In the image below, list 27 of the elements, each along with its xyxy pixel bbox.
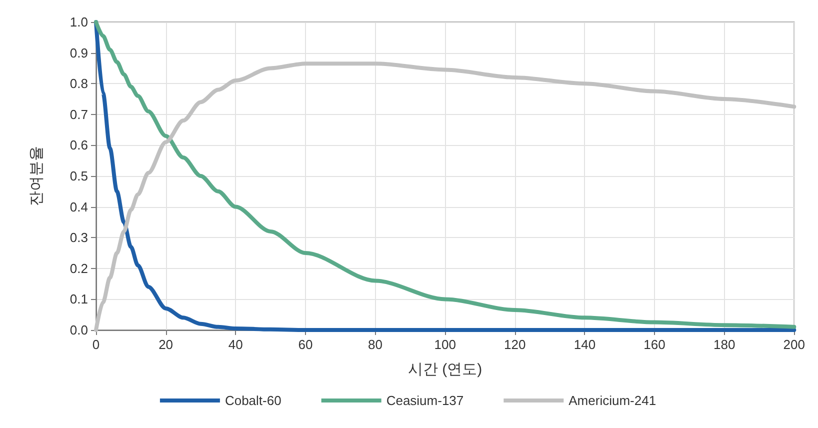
legend-label: Ceasium-137 [386,393,464,408]
y-axis-title: 잔여분율 [28,146,45,206]
x-tick-label: 60 [298,337,313,352]
x-tick-label: 100 [434,337,456,352]
x-tick-label: 200 [783,337,806,352]
legend-label: Americium-241 [568,393,656,408]
x-tick-label: 140 [574,337,596,352]
y-tick-label: 0.2 [70,260,88,276]
x-tick-label: 40 [228,337,243,352]
y-tick-label: 0.3 [70,230,88,246]
x-tick-label: 0 [92,337,100,352]
x-tick-label: 120 [504,337,526,352]
x-axis-title: 시간 (연도) [408,361,482,378]
y-tick-label: 0.1 [70,292,88,307]
y-tick-label: 0.0 [70,322,88,338]
x-tick-label: 180 [713,337,736,352]
y-tick-label: 0.9 [70,45,88,60]
y-tick-label: 0.7 [70,106,88,122]
legend-label: Cobalt-60 [224,393,282,408]
y-tick-label: 0.5 [70,168,88,184]
y-tick-label: 0.4 [70,199,88,214]
x-tick-label: 80 [368,337,382,352]
y-tick-label: 1.0 [70,14,88,30]
y-tick-label: 0.8 [70,76,88,92]
x-tick-label: 20 [158,337,174,352]
y-tick-label: 0.6 [70,138,88,153]
x-tick-label: 160 [644,337,666,352]
